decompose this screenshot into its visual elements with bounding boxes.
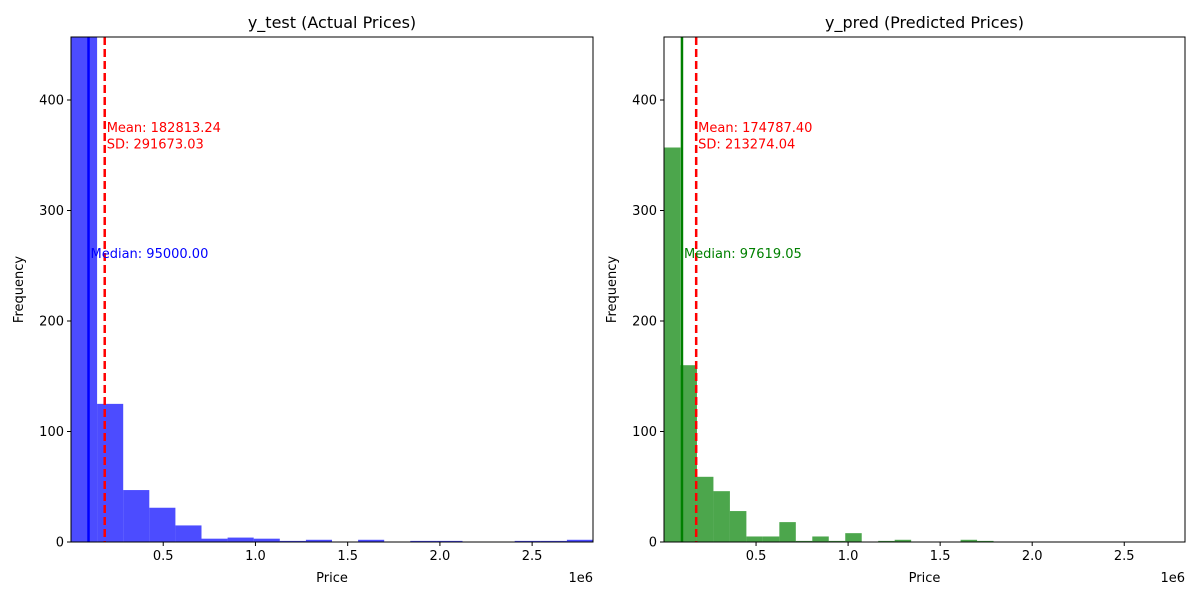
y-tick-label-actual-3: 300 <box>39 204 64 219</box>
histogram-bar-predicted-2 <box>696 476 714 542</box>
histogram-bar-actual-5 <box>201 538 228 542</box>
histogram-bar-actual-2 <box>123 490 150 542</box>
mean-annotation-predicted: Mean: 174787.40 <box>698 121 812 136</box>
mean-annotation-actual: Mean: 182813.24 <box>107 121 221 136</box>
histogram-bar-predicted-1 <box>680 365 697 542</box>
histogram-bar-predicted-18 <box>960 539 978 542</box>
y-ticks-predicted: 0 100 200 300 400 <box>632 93 664 551</box>
histogram-bar-actual-4 <box>175 525 202 542</box>
histogram-bars-predicted <box>664 147 994 542</box>
histogram-bar-predicted-10 <box>828 540 846 542</box>
panel-actual-prices: 0.5 1.0 1.5 2.0 2.5 0 100 200 300 400 y_test (Ac… <box>12 13 594 586</box>
histogram-bar-predicted-11 <box>845 533 862 542</box>
histogram-bar-actual-0 <box>71 37 98 542</box>
histogram-bar-actual-1 <box>97 403 124 542</box>
histogram-bar-actual-9 <box>305 539 332 542</box>
histogram-bar-actual-3 <box>149 507 176 542</box>
x-ticks-predicted: 0.5 1.0 1.5 2.0 2.5 <box>746 542 1135 564</box>
x-tick-label-predicted-2: 1.5 <box>930 549 951 564</box>
y-tick-label-actual-2: 200 <box>39 314 64 329</box>
y-tick-label-actual-0: 0 <box>56 536 64 551</box>
y-tick-label-predicted-4: 400 <box>632 93 657 108</box>
panel-predicted-prices: 0.5 1.0 1.5 2.0 2.5 0 100 200 300 400 y_pred (Pr… <box>605 13 1186 586</box>
x-tick-label-predicted-0: 0.5 <box>746 549 767 564</box>
y-tick-label-actual-1: 100 <box>39 425 64 440</box>
x-tick-label-predicted-4: 2.5 <box>1114 549 1135 564</box>
histogram-bar-predicted-7 <box>779 522 796 542</box>
y-tick-label-predicted-3: 300 <box>632 204 657 219</box>
histogram-bar-actual-18 <box>540 540 567 542</box>
histogram-bar-predicted-3 <box>713 491 730 542</box>
sd-annotation-predicted: SD: 213274.04 <box>698 138 795 153</box>
histogram-bar-actual-7 <box>253 538 280 542</box>
histogram-bar-actual-6 <box>227 537 254 542</box>
x-offset-label-actual: 1e6 <box>568 571 593 586</box>
y-tick-label-predicted-0: 0 <box>649 536 657 551</box>
histogram-bar-actual-11 <box>358 539 385 542</box>
chart-title-actual: y_test (Actual Prices) <box>248 13 416 33</box>
histogram-bar-predicted-5 <box>746 536 763 542</box>
histogram-bar-predicted-19 <box>977 540 994 542</box>
histogram-bar-predicted-0 <box>664 147 681 542</box>
reference-lines-predicted <box>680 37 698 542</box>
x-tick-label-actual-1: 1.0 <box>245 549 266 564</box>
x-tick-label-actual-4: 2.5 <box>522 549 543 564</box>
histogram-bar-predicted-9 <box>812 536 829 542</box>
x-tick-label-predicted-1: 1.0 <box>838 549 859 564</box>
histogram-bar-predicted-8 <box>795 540 813 542</box>
x-offset-label-predicted: 1e6 <box>1160 571 1185 586</box>
histogram-bar-actual-8 <box>279 540 306 542</box>
y-tick-label-predicted-2: 200 <box>632 314 657 329</box>
reference-lines-actual <box>87 37 106 542</box>
histogram-bars-actual <box>71 37 593 542</box>
axes-frame-actual <box>70 36 594 543</box>
histogram-bar-predicted-4 <box>729 511 747 542</box>
histogram-bar-actual-13 <box>410 540 437 542</box>
y-ticks-actual: 0 100 200 300 400 <box>39 93 71 551</box>
histogram-bar-predicted-14 <box>894 539 912 542</box>
x-tick-label-actual-0: 0.5 <box>153 549 174 564</box>
y-axis-label-actual: Frequency <box>12 256 27 323</box>
x-axis-label-predicted: Price <box>909 571 941 586</box>
histogram-bar-actual-19 <box>566 539 593 542</box>
x-ticks-actual: 0.5 1.0 1.5 2.0 2.5 <box>153 542 543 564</box>
y-axis-label-predicted: Frequency <box>605 256 620 323</box>
axes-frame-predicted <box>663 36 1186 543</box>
median-annotation-predicted: Median: 97619.05 <box>684 247 802 262</box>
x-tick-label-actual-3: 2.0 <box>430 549 451 564</box>
histogram-bar-predicted-6 <box>762 536 780 542</box>
y-tick-label-actual-4: 400 <box>39 93 64 108</box>
x-tick-label-actual-2: 1.5 <box>337 549 358 564</box>
x-axis-label-actual: Price <box>316 571 348 586</box>
histogram-bar-predicted-13 <box>878 540 895 542</box>
histogram-bar-actual-14 <box>436 540 463 542</box>
histogram-bar-actual-17 <box>514 540 541 542</box>
x-tick-label-predicted-3: 2.0 <box>1022 549 1043 564</box>
y-tick-label-predicted-1: 100 <box>632 425 657 440</box>
sd-annotation-actual: SD: 291673.03 <box>107 138 204 153</box>
median-annotation-actual: Median: 95000.00 <box>91 247 209 262</box>
chart-title-predicted: y_pred (Predicted Prices) <box>825 13 1024 33</box>
